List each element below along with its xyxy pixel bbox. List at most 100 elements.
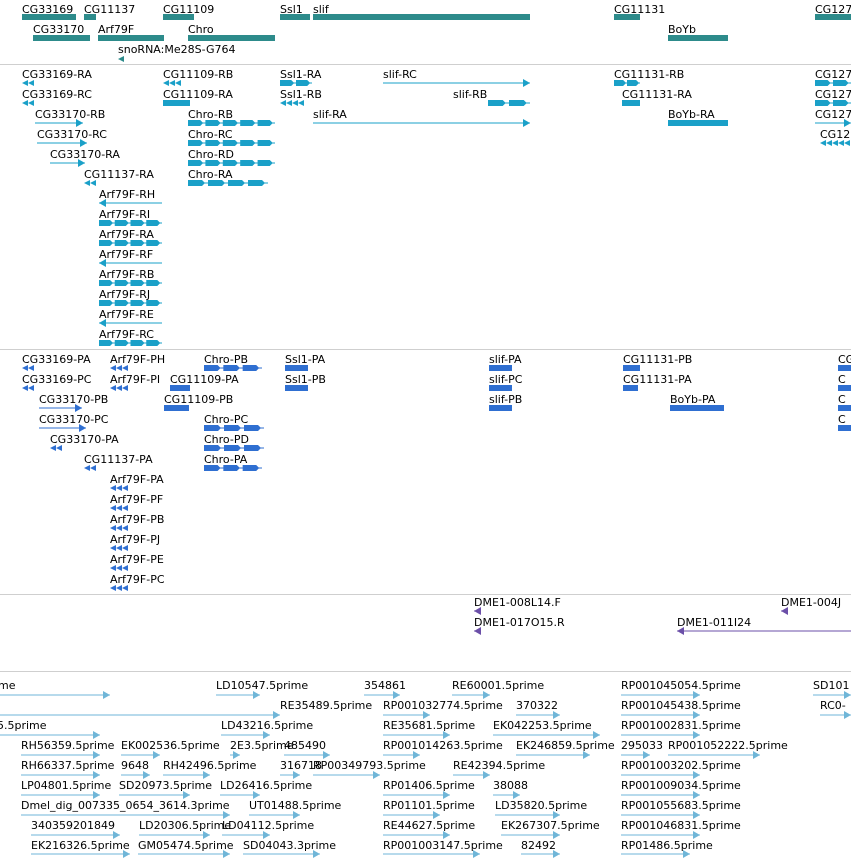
transcript-feature-ssl1-ra-label[interactable]: Ssl1-RA <box>280 68 322 81</box>
protein-feature-chro-pb-glyph[interactable] <box>204 365 262 371</box>
protein-feature-arf79f-pa-label[interactable]: Arf79F-PA <box>110 473 164 486</box>
est-feature-sd20973-5prime-label[interactable]: SD20973.5prime <box>119 779 212 792</box>
transcript-feature-chro-rd-label[interactable]: Chro-RD <box>188 148 234 161</box>
transcript-feature-arf79f-rb-label[interactable]: Arf79F-RB <box>99 268 155 281</box>
protein-feature-slif-pc-glyph[interactable] <box>489 385 512 391</box>
transcript-feature-arf79f-re-label[interactable]: Arf79F-RE <box>99 308 154 321</box>
est-feature-rp01101-5prime-label[interactable]: RP01101.5prime <box>383 799 475 812</box>
est-feature-ld26416-5prime-label[interactable]: LD26416.5prime <box>220 779 313 792</box>
transcript-feature-arf79f-rh-glyph[interactable] <box>99 199 162 207</box>
est-feature-316718-glyph[interactable] <box>280 771 300 779</box>
protein-feature-boyb-pa-glyph[interactable] <box>670 405 724 411</box>
est-feature-rp001032774-5prime-glyph[interactable] <box>383 711 430 719</box>
gene-feature-arf79f-glyph[interactable] <box>98 35 164 41</box>
transcript-feature-cg127-glyph[interactable] <box>815 100 851 106</box>
est-feature-re35681-5prime-glyph[interactable] <box>383 731 450 739</box>
protein-feature-arf79f-pf-glyph[interactable] <box>110 505 128 511</box>
est-feature-35-5prime-label[interactable]: 35.5prime <box>0 719 47 732</box>
transcript-feature-arf79f-rf-glyph[interactable] <box>99 259 162 267</box>
gene-feature-slif-label[interactable]: slif <box>313 3 329 16</box>
est-feature-ek002536-5prime-glyph[interactable] <box>121 751 160 759</box>
est-feature-gm05474-5prime-glyph[interactable] <box>138 850 230 858</box>
est-feature-rp001009034-5prime-label[interactable]: RP001009034.5prime <box>621 779 741 792</box>
protein-feature-boyb-pa-label[interactable]: BoYb-PA <box>670 393 716 406</box>
est-feature-ld04112-5prime-label[interactable]: LD04112.5prime <box>222 819 315 832</box>
est-feature-dmel-dig-007335-0654-3614-3prime-label[interactable]: Dmel_dig_007335_0654_3614.3prime <box>21 799 230 812</box>
est-feature-ek246859-5prime-label[interactable]: EK246859.5prime <box>516 739 615 752</box>
est-feature-re35489-5prime-glyph[interactable] <box>0 711 280 719</box>
est-feature-rh56359-5prime-glyph[interactable] <box>21 751 100 759</box>
protein-feature-arf79f-ph-glyph[interactable] <box>110 365 128 371</box>
protein-feature-cg33170-pc-glyph[interactable] <box>39 424 86 432</box>
transcript-feature-arf79f-rf-label[interactable]: Arf79F-RF <box>99 248 154 261</box>
transcript-feature-cg127-label[interactable]: CG127 <box>815 68 851 81</box>
est-feature-ld35820-5prime-glyph[interactable] <box>495 811 560 819</box>
transcript-feature-cg11137-ra-glyph[interactable] <box>84 180 96 186</box>
est-feature-lp04801-5prime-label[interactable]: LP04801.5prime <box>21 779 112 792</box>
protein-feature-chro-pa-label[interactable]: Chro-PA <box>204 453 248 466</box>
est-feature-354861-label[interactable]: 354861 <box>364 679 406 692</box>
est-feature-rp001045438-5prime-label[interactable]: RP001045438.5prime <box>621 699 741 712</box>
transcript-feature-boyb-ra-glyph[interactable] <box>668 120 728 126</box>
transcript-feature-chro-rc-glyph[interactable] <box>188 140 275 146</box>
transcript-feature-chro-rb-label[interactable]: Chro-RB <box>188 108 234 121</box>
est-feature-rp001052222-5prime-glyph[interactable] <box>668 751 760 759</box>
gene-feature-chro-label[interactable]: Chro <box>188 23 214 36</box>
transcript-feature-cg33170-ra-label[interactable]: CG33170-RA <box>50 148 120 161</box>
clone-feature-dme1-011i24-glyph[interactable] <box>677 627 851 635</box>
est-feature-9648-glyph[interactable] <box>121 771 150 779</box>
protein-feature-arf79f-pi-glyph[interactable] <box>110 385 128 391</box>
est-feature-rp01406-5prime-label[interactable]: RP01406.5prime <box>383 779 475 792</box>
protein-feature-cg11131-pb-glyph[interactable] <box>623 365 640 371</box>
transcript-feature-arf79f-re-glyph[interactable] <box>99 319 162 327</box>
protein-feature-slif-pc-label[interactable]: slif-PC <box>489 373 523 386</box>
est-feature-ld10547-5prime-glyph[interactable] <box>216 691 260 699</box>
gene-feature-boyb-label[interactable]: BoYb <box>668 23 696 36</box>
transcript-feature-ssl1-rb-glyph[interactable] <box>280 100 304 106</box>
est-feature-ut01488-5prime-label[interactable]: UT01488.5prime <box>249 799 342 812</box>
protein-feature-cg-label[interactable]: CG <box>838 353 851 366</box>
transcript-feature-arf79f-rj-glyph[interactable] <box>99 300 162 306</box>
gene-feature-cg33170-label[interactable]: CG33170 <box>33 23 85 36</box>
protein-feature-cg33169-pa-label[interactable]: CG33169-PA <box>22 353 91 366</box>
est-feature-sd20973-5prime-glyph[interactable] <box>119 791 190 799</box>
protein-feature-cg33169-pc-glyph[interactable] <box>22 385 34 391</box>
est-feature-ld10547-5prime-label[interactable]: LD10547.5prime <box>216 679 309 692</box>
est-feature-rp001046831-5prime-label[interactable]: RP001046831.5prime <box>621 819 741 832</box>
transcript-feature-slif-ra-label[interactable]: slif-RA <box>313 108 347 121</box>
est-feature-re44627-5prime-glyph[interactable] <box>383 831 450 839</box>
transcript-feature-cg11109-ra-label[interactable]: CG11109-RA <box>163 88 233 101</box>
protein-feature-cg33170-pc-label[interactable]: CG33170-PC <box>39 413 109 426</box>
est-feature-sd04043-3prime-label[interactable]: SD04043.3prime <box>243 839 336 852</box>
protein-feature-arf79f-pa-glyph[interactable] <box>110 485 128 491</box>
transcript-feature-cg11131-rb-label[interactable]: CG11131-RB <box>614 68 685 81</box>
clone-feature-dme1-017o15-r-glyph[interactable] <box>474 627 481 635</box>
est-feature-rh42496-5prime-label[interactable]: RH42496.5prime <box>163 759 257 772</box>
protein-feature-cg33170-pb-glyph[interactable] <box>39 404 82 412</box>
est-feature-ek216326-5prime-glyph[interactable] <box>31 850 130 858</box>
protein-feature-slif-pa-label[interactable]: slif-PA <box>489 353 522 366</box>
est-feature-re60001-5prime-label[interactable]: RE60001.5prime <box>452 679 545 692</box>
transcript-feature-arf79f-rc-label[interactable]: Arf79F-RC <box>99 328 154 341</box>
transcript-feature-ssl1-rb-label[interactable]: Ssl1-RB <box>280 88 322 101</box>
est-feature-ek267307-5prime-label[interactable]: EK267307.5prime <box>501 819 600 832</box>
protein-feature-chro-pa-glyph[interactable] <box>204 465 262 471</box>
est-feature-rp00349793-5prime-label[interactable]: RP00349793.5prime <box>313 759 426 772</box>
protein-feature-c-label[interactable]: C <box>838 373 846 386</box>
est-feature-354861-glyph[interactable] <box>364 691 400 699</box>
protein-feature-chro-pc-glyph[interactable] <box>204 425 264 431</box>
gene-feature-cg33170-glyph[interactable] <box>33 35 90 41</box>
est-feature-2e3-5prime-label[interactable]: 2E3.5prime <box>230 739 294 752</box>
protein-feature-cg11109-pa-glyph[interactable] <box>170 385 190 391</box>
est-feature-rp001055683-5prime-label[interactable]: RP001055683.5prime <box>621 799 741 812</box>
transcript-feature-arf79f-rh-label[interactable]: Arf79F-RH <box>99 188 156 201</box>
clone-feature-dme1-017o15-r-label[interactable]: DME1-017O15.R <box>474 616 565 629</box>
protein-feature-chro-pb-label[interactable]: Chro-PB <box>204 353 249 366</box>
est-feature-rp001045054-5prime-label[interactable]: RP001045054.5prime <box>621 679 741 692</box>
est-feature-ld20306-5prime-label[interactable]: LD20306.5prime <box>139 819 232 832</box>
est-feature-gm05474-5prime-label[interactable]: GM05474.5prime <box>138 839 234 852</box>
protein-feature-arf79f-pc-label[interactable]: Arf79F-PC <box>110 573 165 586</box>
est-feature-re44627-5prime-label[interactable]: RE44627.5prime <box>383 819 476 832</box>
gene-feature-cg127-label[interactable]: CG127 <box>815 3 851 16</box>
